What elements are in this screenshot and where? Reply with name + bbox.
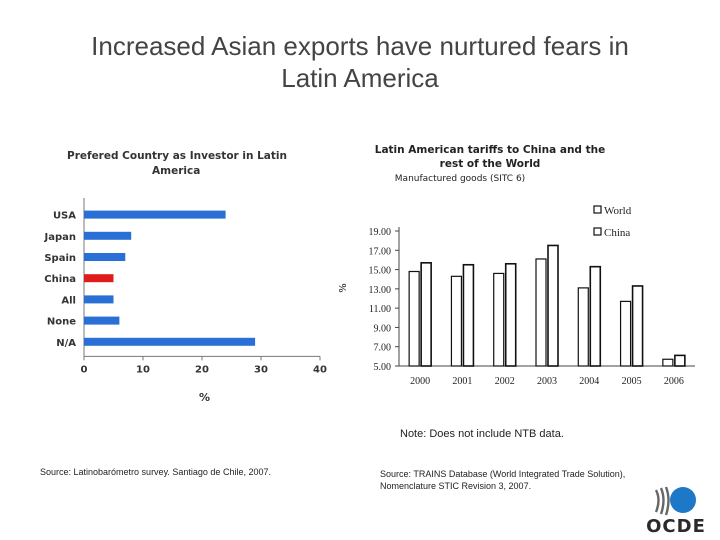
right-chart-legend: World China	[593, 205, 632, 239]
legend-label-world: World	[604, 205, 632, 217]
oecd-logo: OCDE	[646, 482, 706, 537]
slide-title-line-2: Latin America	[281, 63, 439, 93]
left-chart-x-tick-label: 20	[195, 364, 209, 375]
chart-note: Note: Does not include NTB data.	[400, 428, 564, 440]
logo-stroke-2	[659, 487, 665, 515]
left-chart-category-label: China	[44, 274, 76, 285]
left-chart-bar	[84, 316, 120, 325]
logo-circle	[670, 487, 696, 513]
left-chart-bar	[84, 337, 256, 346]
right-chart-bar-china	[674, 354, 686, 367]
right-chart-bar-world	[662, 358, 674, 367]
left-chart-title-line-1: Prefered Country as Investor in Latin	[67, 150, 287, 162]
right-chart-subtitle: Manufactured goods (SITC 6)	[395, 174, 525, 184]
right-chart-title-line-1: Latin American tariffs to China and the	[375, 144, 605, 156]
left-chart-plot: USA Japan Spain China All None N/A 0 10 20 30 40	[44, 198, 327, 375]
oecd-logo-mark	[654, 486, 696, 516]
logo-stroke-1	[654, 489, 660, 513]
source-left: Source: Latinobarómetro survey. Santiago…	[40, 467, 271, 477]
right-chart-y-label: %	[338, 283, 349, 293]
right-chart-y-tick-label: 17.00	[369, 246, 392, 257]
left-chart-category-label: USA	[53, 211, 76, 222]
source-right: Source: TRAINS Database (World Integrate…	[380, 469, 626, 491]
right-chart-bar-china	[589, 265, 602, 367]
right-chart-bar-world	[535, 258, 547, 367]
right-chart-plot: 19.00 17.00 15.00 13.00 11.00 9.00 7.00 5.00 200…	[369, 227, 695, 387]
right-chart-y-tick-label: 19.00	[369, 227, 392, 238]
tariff-chart: Latin American tariffs to China and the …	[338, 144, 695, 387]
right-chart-x-tick-label: 2004	[579, 376, 599, 387]
right-chart-bar-world	[577, 287, 589, 367]
left-chart-bar	[84, 295, 114, 304]
left-chart-bar	[84, 274, 114, 283]
right-chart-y-tick-label: 9.00	[374, 323, 392, 334]
right-chart-bar-world	[450, 275, 463, 367]
right-chart-x-tick-label: 2002	[495, 376, 515, 387]
legend-label-china: China	[604, 227, 630, 239]
left-chart-category-label: All	[61, 295, 76, 306]
right-chart-x-tick-label: 2003	[537, 376, 557, 387]
right-chart-y-tick-label: 5.00	[374, 362, 392, 373]
left-chart-category-label: None	[47, 317, 76, 328]
left-chart-bar	[84, 210, 226, 219]
left-chart-x-tick-label: 0	[81, 364, 88, 375]
slide-title-line-1: Increased Asian exports have nurtured fe…	[91, 31, 629, 61]
right-chart-bar-china	[504, 262, 517, 367]
logo-stroke-3	[664, 486, 670, 516]
right-chart-title-line-2: rest of the World	[440, 158, 541, 170]
right-chart-bar-world	[493, 272, 505, 367]
slide-title: Increased Asian exports have nurtured fe…	[40, 30, 680, 94]
right-chart-y-tick-label: 11.00	[369, 304, 391, 315]
left-chart-x-tick-label: 30	[254, 364, 268, 375]
oecd-logo-text: OCDE	[646, 516, 706, 537]
right-chart-x-tick-label: 2005	[622, 376, 642, 387]
left-chart-category-label: N/A	[56, 338, 76, 349]
right-chart-x-tick-label: 2006	[664, 376, 684, 387]
right-chart-bar-china	[462, 263, 475, 367]
left-chart-x-tick-label: 10	[136, 364, 150, 375]
right-chart-bar-china	[420, 262, 432, 367]
left-chart-bar	[84, 231, 132, 240]
right-chart-y-tick-label: 7.00	[374, 343, 392, 354]
left-chart-bar	[84, 253, 126, 261]
left-chart-title-line-2: America	[152, 165, 200, 177]
left-chart-category-label: Japan	[44, 232, 77, 243]
left-chart-category-label: Spain	[44, 253, 76, 264]
right-chart-y-tick-label: 15.00	[369, 266, 392, 277]
left-chart-x-tick-label: 40	[313, 364, 327, 375]
legend-swatch-china	[593, 227, 602, 236]
left-chart-x-label: %	[199, 391, 210, 404]
right-chart-x-tick-label: 2001	[452, 376, 472, 387]
right-chart-y-tick-label: 13.00	[369, 285, 392, 296]
right-chart-bar-world	[408, 270, 420, 367]
right-chart-bar-china	[547, 244, 559, 367]
legend-swatch-world	[593, 205, 602, 214]
right-chart-x-tick-label: 2000	[410, 376, 430, 387]
right-chart-bar-china	[631, 285, 644, 367]
investor-preference-chart: Prefered Country as Investor in Latin Am…	[44, 150, 327, 404]
right-chart-bar-world	[619, 300, 632, 367]
